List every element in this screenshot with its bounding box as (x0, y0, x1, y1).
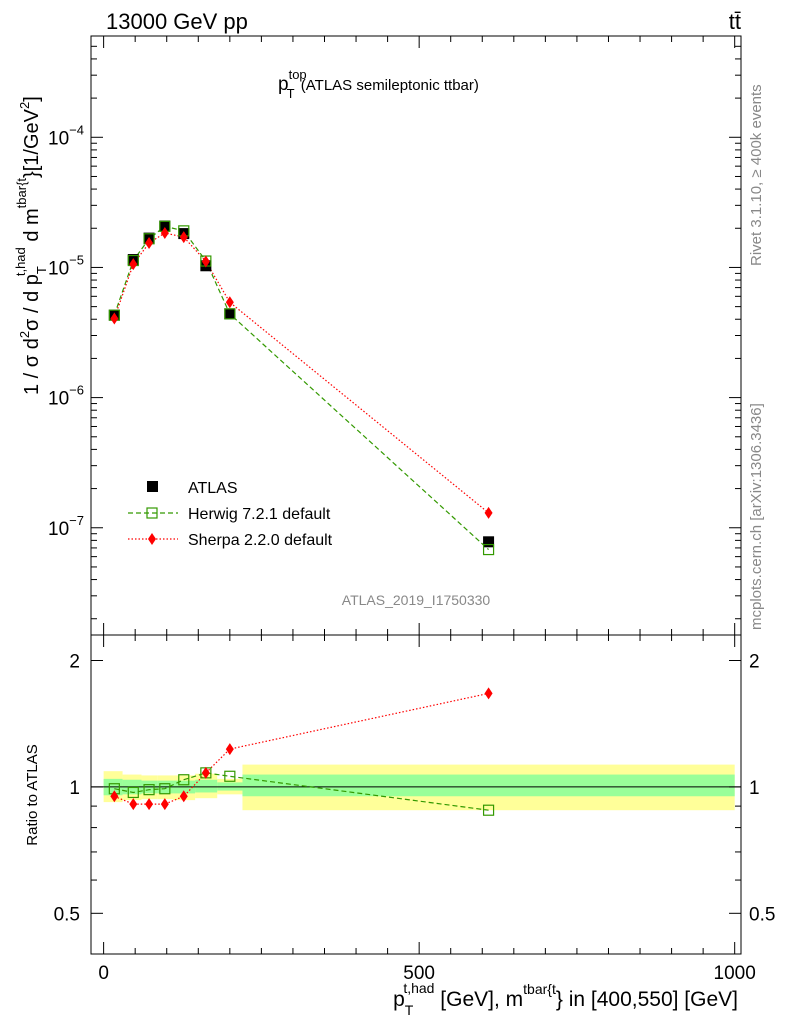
x-tick-label: 500 (403, 963, 435, 984)
x-tick-label: 0 (98, 963, 109, 984)
legend-sherpa-marker (148, 533, 156, 545)
tick-exponent: −6 (69, 383, 84, 398)
green-band (242, 774, 735, 797)
tick-exponent: −5 (69, 252, 84, 267)
sherpa-point (484, 506, 493, 519)
sherpa-point (160, 226, 169, 239)
sherpa-ratio-point (179, 790, 188, 803)
mcplots-label: mcplots.cern.ch [arXiv:1306.3436] (748, 403, 765, 630)
sherpa-ratio-point (129, 798, 138, 811)
energy-label: 13000 GeV pp (106, 9, 248, 34)
sherpa-point (179, 231, 188, 244)
tick-exponent: −4 (69, 122, 84, 137)
legend-atlas-label: ATLAS (188, 480, 238, 497)
main-y-tick-label: 10−6 (48, 383, 84, 410)
legend-atlas-marker (147, 481, 158, 492)
ratio-series-markers (108, 687, 495, 816)
atlas-point (224, 308, 236, 320)
analysis-label: ATLAS_2019_I1750330 (342, 592, 491, 608)
plot-title: ptop T (ATLAS semileptonic ttbar) (278, 67, 479, 101)
sherpa-ratio-point (484, 687, 493, 700)
ratio-y-tick-label-right: 1 (749, 778, 760, 799)
legend-herwig-marker (146, 507, 158, 519)
sherpa-point (225, 296, 234, 309)
herwig-ratio-line (114, 772, 489, 811)
rivet-label: Rivet 3.1.10, ≥ 400k events (748, 84, 765, 266)
sherpa-line (113, 232, 489, 514)
ratio-series-lines (114, 692, 489, 811)
x-axis-label: pTt,had [GeV], mtbar{t} in [400,550] [Ge… (393, 980, 738, 1018)
main-y-tick-label: 10−4 (48, 122, 84, 149)
herwig-ratio-point (224, 770, 236, 782)
main-panel: 10−710−610−510−4 ptop T (ATLAS semilepton… (13, 35, 742, 636)
ratio-y-tick-label-left: 0.5 (54, 904, 80, 925)
ratio-uncertainty-bands (103, 764, 735, 811)
legend-sherpa-label: Sherpa 2.2.0 default (188, 532, 333, 549)
herwig-ratio-point (159, 783, 171, 795)
herwig-ratio-point (143, 784, 155, 796)
ratio-y-tick-label-left: 2 (69, 651, 80, 672)
main-y-tick-labels: 10−710−610−510−4 (48, 122, 84, 539)
tick-exponent: −7 (69, 513, 84, 528)
legend-herwig-label: Herwig 7.2.1 default (188, 506, 331, 523)
main-series-markers (108, 220, 495, 556)
herwig-ratio-point (178, 774, 190, 786)
main-axis-ticks (91, 36, 741, 635)
herwig-point (224, 308, 236, 320)
sherpa-point (201, 255, 210, 268)
process-label: tt̄ (729, 9, 741, 34)
herwig-point (482, 543, 495, 556)
sherpa-ratio-point (201, 766, 210, 779)
main-series-lines (113, 225, 490, 551)
ratio-y-tick-label-right: 0.5 (749, 904, 775, 925)
main-y-tick-label: 10−5 (48, 252, 84, 279)
tick-base: 10 (48, 389, 69, 410)
sherpa-ratio-point (110, 790, 119, 803)
sherpa-point (129, 258, 138, 271)
herwig-ratio-point (127, 786, 139, 799)
ratio-axis-ticks (91, 635, 741, 954)
ratio-y-axis-label: Ratio to ATLAS (24, 744, 41, 845)
atlas-point (483, 536, 495, 548)
main-y-axis-label: 1 / σ d2σ / d pTt,had d mtbar{t}[1/GeV2] (13, 96, 49, 395)
ratio-y-tick-label-right: 2 (749, 651, 760, 672)
tick-base: 10 (48, 519, 69, 540)
legend: ATLAS Herwig 7.2.1 default Sherpa 2.2.0 … (128, 480, 333, 549)
ratio-y-tick-label-left: 1 (69, 778, 80, 799)
atlas-point (159, 220, 171, 232)
sherpa-ratio-point (145, 798, 154, 811)
sherpa-point (110, 312, 119, 325)
tick-base: 10 (48, 258, 69, 279)
main-y-tick-label: 10−7 (48, 513, 84, 540)
ratio-panel: 0.5 0.5 1 1 2 2 0 500 1000 Ratio to ATLAS pTt,ha… (24, 634, 776, 1018)
herwig-ratio-point (482, 804, 495, 816)
green-band (195, 779, 218, 793)
sherpa-point (145, 237, 154, 250)
ratio-plot-frame (90, 634, 742, 955)
herwig-line (113, 225, 490, 551)
ratio-tick-labels: 0.5 0.5 1 1 2 2 0 500 1000 (54, 651, 776, 984)
sherpa-ratio-point (160, 798, 169, 811)
sherpa-ratio-point (225, 743, 234, 756)
x-tick-label: 1000 (714, 963, 756, 984)
tick-base: 10 (48, 128, 69, 149)
